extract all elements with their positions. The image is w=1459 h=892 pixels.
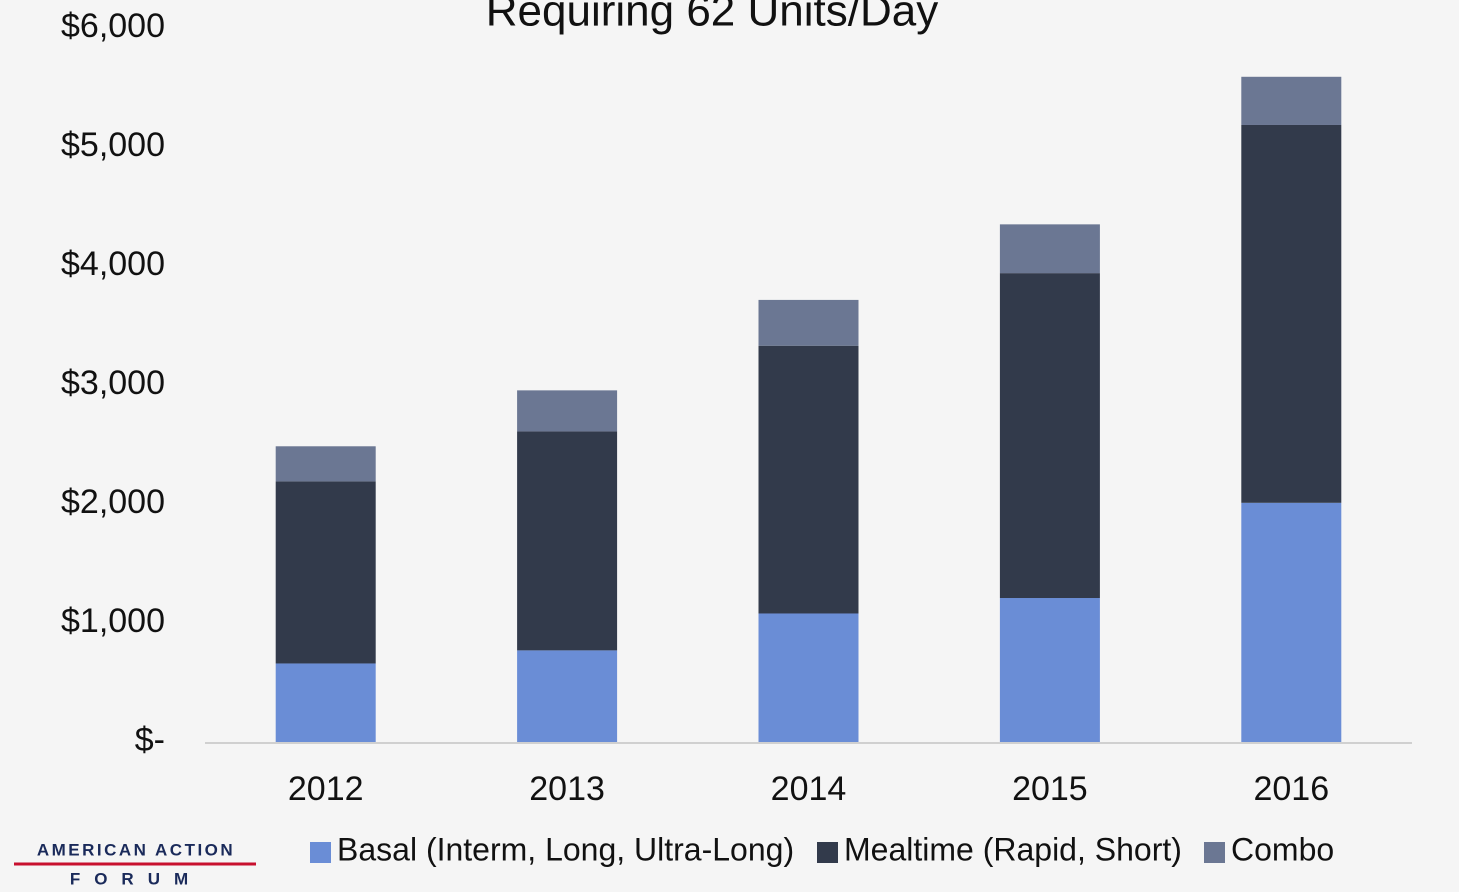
y-tick-label: $1,000 xyxy=(61,602,165,640)
y-tick-label: $5,000 xyxy=(61,126,165,164)
chart-title: Requiring 62 Units/Day xyxy=(486,0,938,36)
bar-segment xyxy=(999,598,1100,742)
legend-label: Basal (Interm, Long, Ultra-Long) xyxy=(337,831,794,867)
bar-segment xyxy=(999,224,1100,274)
y-tick-label: $- xyxy=(135,721,165,759)
bar-segment xyxy=(1241,76,1342,125)
bar-segment xyxy=(758,613,859,742)
x-tick-label: 2016 xyxy=(1253,770,1329,808)
bar-segment xyxy=(758,345,859,614)
bar-segment xyxy=(1241,124,1342,503)
bar-segment xyxy=(517,650,618,742)
x-tick-label: 2015 xyxy=(1012,770,1088,808)
legend-label: Mealtime (Rapid, Short) xyxy=(844,831,1182,867)
logo-text: AMERICAN ACTION xyxy=(37,840,235,859)
logo-text: FORUM xyxy=(70,869,202,888)
legend-swatch xyxy=(1204,842,1225,863)
bar-segment xyxy=(275,663,376,742)
y-tick-label: $6,000 xyxy=(61,7,165,45)
bar-segment xyxy=(758,299,859,346)
y-tick-label: $3,000 xyxy=(61,364,165,402)
y-tick-label: $2,000 xyxy=(61,483,165,521)
bar-segment xyxy=(999,273,1100,599)
bar-segment xyxy=(275,446,376,482)
y-tick-label: $4,000 xyxy=(61,245,165,283)
legend-swatch xyxy=(817,842,838,863)
legend-swatch xyxy=(310,842,331,863)
legend-label: Combo xyxy=(1231,831,1334,867)
x-tick-label: 2014 xyxy=(771,770,847,808)
x-tick-label: 2012 xyxy=(288,770,364,808)
bar-segment xyxy=(275,481,376,664)
bar-segment xyxy=(517,390,618,432)
bar-segment xyxy=(517,431,618,651)
bar-segment xyxy=(1241,502,1342,742)
x-tick-label: 2013 xyxy=(529,770,605,808)
